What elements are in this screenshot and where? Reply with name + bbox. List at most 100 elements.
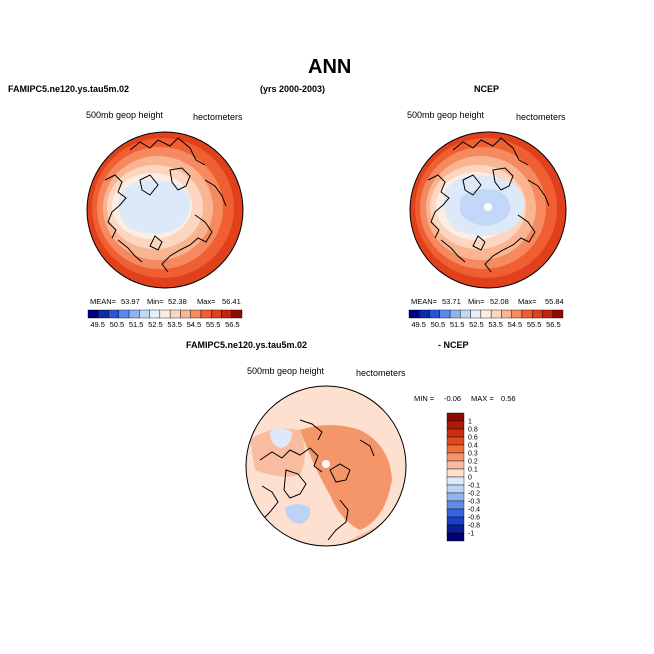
panel2-colorbar-swatch <box>542 309 553 319</box>
panel2-mean-label: MEAN= <box>411 297 438 306</box>
panel3-min-label: MIN = <box>414 394 435 403</box>
panel2-colorbar-swatch <box>521 309 533 319</box>
panel3-colorbar-tick-label: -0.6 <box>468 515 480 522</box>
panel3-colorbar: 10.80.60.40.30.20.10-0.1-0.2-0.3-0.4-0.6… <box>446 412 480 542</box>
panel3-colorbar-tick-label: 0 <box>468 475 472 482</box>
panel2-colorbar: 49.5 50.5 51.5 52.5 53.5 54.5 55.5 56.5 <box>408 309 564 329</box>
panel1-colorbar-tick-label: 56.5 <box>225 320 240 329</box>
panel3-colorbar-tick-label: 0.2 <box>468 459 478 466</box>
panel3-max-value: 0.56 <box>501 394 516 403</box>
panel3-colorbar-tick-label: 0.8 <box>468 427 478 434</box>
panel1-colorbar: 49.5 50.5 51.5 52.5 53.5 54.5 55.5 56.5 <box>87 309 243 329</box>
panel1-colorbar-swatch <box>128 309 140 319</box>
panel3-colorbar-swatch <box>446 516 465 526</box>
panel3-colorbar-tick-label: -0.8 <box>468 523 480 530</box>
panel3-band-01-west <box>250 428 305 477</box>
panel1-colorbar-swatch <box>87 309 99 319</box>
panel2-colorbar-tick-label: 50.5 <box>431 320 446 329</box>
panel2-colorbar-swatch <box>429 309 440 319</box>
panel1-colorbar-tick-label: 53.5 <box>167 320 182 329</box>
obs-name-label: NCEP <box>474 84 500 94</box>
panel1-colorbar-tick-label: 50.5 <box>110 320 125 329</box>
panel1-colorbar-swatch <box>139 309 150 319</box>
diff-obs-label: - NCEP <box>438 340 469 350</box>
panel1-colorbar-tick-label: 51.5 <box>129 320 144 329</box>
panel2-colorbar-tick-label: 51.5 <box>450 320 465 329</box>
panel1-max-value: 56.41 <box>222 297 241 306</box>
panel1-map-border <box>86 131 244 289</box>
panel1-min-value: 52.38 <box>168 297 187 306</box>
panel2-mean-value: 53.71 <box>442 297 461 306</box>
case-name-label: FAMIPC5.ne120.ys.tau5m.02 <box>8 84 130 94</box>
panel2-colorbar-swatch <box>552 309 564 319</box>
panel3-units: hectometers <box>356 368 406 378</box>
panel3-colorbar-swatch <box>446 452 465 462</box>
panel3-colorbar-swatch <box>446 460 465 470</box>
panel3-colorbar-swatch <box>446 532 465 542</box>
panel1-colorbar-swatch <box>200 309 212 319</box>
panel3-colorbar-swatch <box>446 444 465 454</box>
panel2-max-label: Max= <box>518 297 537 306</box>
panel3-colorbar-swatch <box>446 412 465 422</box>
panel3-colorbar-swatch <box>446 420 465 430</box>
diff-case-label: FAMIPC5.ne120.ys.tau5m.02 <box>186 340 308 350</box>
panel2-min-value: 52.08 <box>490 297 509 306</box>
panel3-max-label: MAX = <box>471 394 494 403</box>
panel2-units: hectometers <box>516 112 566 122</box>
panel3-coastlines <box>259 419 375 541</box>
panel3-colorbar-swatch <box>446 508 465 518</box>
panel1-colorbar-tick-label: 54.5 <box>187 320 202 329</box>
panel3-colorbar-swatch <box>446 524 465 534</box>
panel2-colorbar-tick-label: 56.5 <box>546 320 561 329</box>
panel2-colorbar-tick-label: 53.5 <box>488 320 503 329</box>
panel2-colorbar-tick-label: 52.5 <box>469 320 484 329</box>
panel3-colorbar-tick-label: 1 <box>468 419 472 426</box>
panel1-colorbar-swatch <box>118 309 130 319</box>
panel3-colorbar-swatch <box>446 492 465 502</box>
panel3-colorbar-swatch <box>446 476 465 486</box>
panel3-pole-marker <box>322 460 330 468</box>
panel1-colorbar-swatch <box>108 309 119 319</box>
panel1-max-label: Max= <box>197 297 216 306</box>
panel3-variable: 500mb geop height <box>247 366 325 376</box>
panel1-colorbar-tick-label: 55.5 <box>206 320 221 329</box>
panel2-colorbar-swatch <box>408 309 420 319</box>
panel1-variable: 500mb geop height <box>86 110 164 120</box>
panel1-colorbar-swatch <box>190 309 202 319</box>
panel1-mean-value: 53.97 <box>121 297 140 306</box>
panel2-colorbar-swatch <box>470 309 482 319</box>
panel2-colorbar-tick-label: 54.5 <box>508 320 523 329</box>
panel3-band-neg-b <box>285 504 311 524</box>
panel3-map <box>245 385 407 547</box>
panel2-min-label: Min= <box>468 297 485 306</box>
panel1-colorbar-swatch <box>210 309 222 319</box>
panel1-colorbar-tick-label: 49.5 <box>90 320 105 329</box>
panel2-map-border <box>409 131 567 289</box>
panel1-colorbar-swatch <box>180 309 191 319</box>
panel3-min-value: -0.06 <box>444 394 462 403</box>
panel1-mean-label: MEAN= <box>90 297 117 306</box>
panel3-colorbar-swatch <box>446 436 465 446</box>
panel1-colorbar-swatch <box>169 309 181 319</box>
panel3-colorbar-tick-label: -0.2 <box>468 491 480 498</box>
panel1-colorbar-tick-label: 52.5 <box>148 320 163 329</box>
panel3-colorbar-tick-label: 0.3 <box>468 451 478 458</box>
panel3-colorbar-tick-label: 0.4 <box>468 443 478 450</box>
panel2-map <box>409 131 567 289</box>
panel1-min-label: Min= <box>147 297 164 306</box>
panel2-colorbar-swatch <box>449 309 461 319</box>
panel2-colorbar-swatch <box>532 309 543 319</box>
panel1-band-525 <box>118 179 191 234</box>
panel1-colorbar-swatch <box>221 309 232 319</box>
panel3-colorbar-tick-label: 0.6 <box>468 435 478 442</box>
panel3-colorbar-swatch <box>446 484 465 494</box>
panel1-coastlines <box>104 137 227 273</box>
panel2-colorbar-swatch <box>480 309 492 319</box>
panel1-colorbar-swatch <box>231 309 243 319</box>
figure-title: ANN <box>308 56 352 78</box>
panel1-colorbar-swatch <box>159 309 171 319</box>
panel2-colorbar-tick-label: 55.5 <box>527 320 542 329</box>
years-label: (yrs 2000-2003) <box>260 84 326 94</box>
panel2-colorbar-swatch <box>501 309 512 319</box>
